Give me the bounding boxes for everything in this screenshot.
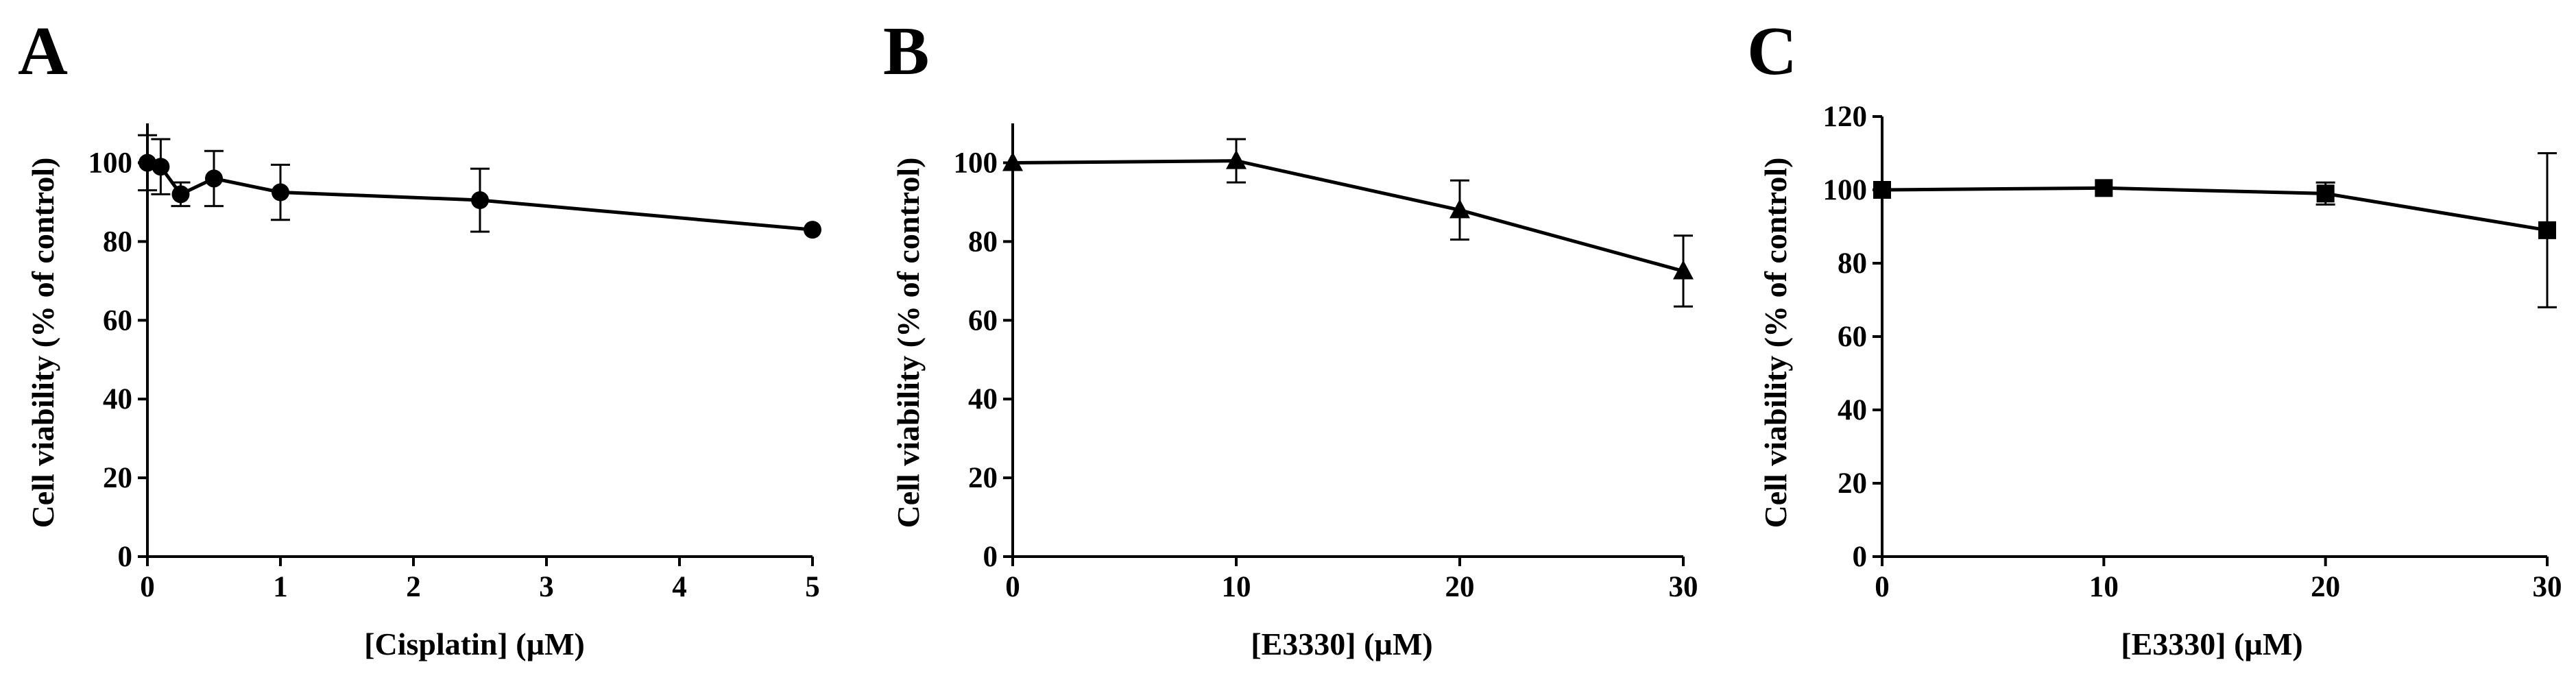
chart-c-point xyxy=(2538,221,2556,239)
chart-c-series-line xyxy=(1881,186,2548,232)
chart-c-y-axis-title: Cell viability (% of control) xyxy=(1758,158,1793,528)
chart-b-x-tick-label: 20 xyxy=(1445,571,1475,603)
chart-b-y-tick-label: 0 xyxy=(983,541,998,573)
chart-c-x-axis-title: [E3330] (µM) xyxy=(2121,627,2302,661)
chart-c-y-tick-label: 20 xyxy=(1838,467,1867,500)
chart-c-x-tick-label: 30 xyxy=(2533,571,2562,603)
chart-a-point xyxy=(804,221,821,239)
chart-a-y-tick-label: 40 xyxy=(103,383,132,415)
chart-b-x-tick-label: 30 xyxy=(1669,571,1698,603)
chart-c-y-tick-label: 40 xyxy=(1838,394,1867,426)
chart-a-x-tick-label: 0 xyxy=(140,571,155,603)
chart-a-y-axis-title: Cell viability (% of control) xyxy=(25,158,60,528)
chart-a-point xyxy=(205,169,223,188)
chart-a-x-tick-label: 1 xyxy=(273,571,288,603)
chart-b-y-axis-title: Cell viability (% of control) xyxy=(891,158,926,528)
chart-a-x-tick-label: 2 xyxy=(406,571,421,603)
chart-b-y-tick-label: 20 xyxy=(968,462,998,494)
chart-b-y-tick-label: 100 xyxy=(954,147,998,179)
panel-c: C 0 20 40 60 80 100 120 0 10 20 30 [E3330] (µM) Ce… xyxy=(1747,12,2562,661)
chart-a-x-tick-label: 3 xyxy=(539,571,554,603)
chart-a-y-tick-label: 20 xyxy=(103,462,132,494)
panel-letter-b: B xyxy=(883,12,929,89)
chart-c-point xyxy=(1873,181,1891,199)
chart-c-point xyxy=(2095,179,2113,197)
chart-a-y-tick-label: 60 xyxy=(103,304,132,337)
chart-b-y-tick-label: 60 xyxy=(968,304,998,337)
chart-a-point xyxy=(471,191,489,210)
chart-a-x-axis-title: [Cisplatin] (µM) xyxy=(364,627,585,661)
chart-a-x-tick-label: 4 xyxy=(672,571,687,603)
chart-b-point xyxy=(1002,151,1023,171)
chart-b-point xyxy=(1226,149,1247,169)
chart-a-point xyxy=(152,158,170,176)
panel-letter-c: C xyxy=(1747,12,1797,89)
panel-b: B 0 20 40 60 80 100 0 10 20 30 [E3330] (µM) Cell … xyxy=(883,12,1698,661)
chart-b-x-axis-title: [E3330] (µM) xyxy=(1251,627,1432,661)
chart-c-x-tick-label: 0 xyxy=(1875,571,1890,603)
chart-a-point xyxy=(272,183,289,202)
chart-a-plot: 0 20 40 60 80 100 0 1 2 3 4 5 xyxy=(88,123,821,603)
chart-a-y-tick-label: 100 xyxy=(88,147,133,179)
chart-c-y-tick-label: 120 xyxy=(1823,101,1868,133)
chart-c-point xyxy=(2316,184,2335,203)
panel-letter-a: A xyxy=(18,12,68,89)
chart-b-plot: 0 20 40 60 80 100 0 10 20 30 xyxy=(954,123,1698,603)
chart-a-x-tick-label: 5 xyxy=(805,571,820,603)
chart-c-x-tick-label: 10 xyxy=(2089,571,2119,603)
chart-c-y-tick-label: 80 xyxy=(1838,247,1867,280)
chart-b-series-line xyxy=(1012,159,1684,273)
panel-a: A 0 20 40 60 80 100 0 1 2 3 4 5 [Cisplatin] (µM) Ce… xyxy=(18,12,821,661)
chart-a-point xyxy=(171,185,190,204)
chart-b-point xyxy=(1673,260,1694,280)
chart-a-y-tick-label: 0 xyxy=(118,541,133,573)
chart-c-y-tick-label: 60 xyxy=(1838,321,1867,353)
chart-b-x-tick-label: 10 xyxy=(1222,571,1251,603)
chart-c-y-tick-label: 0 xyxy=(1853,541,1868,573)
chart-c-y-tick-label: 100 xyxy=(1823,174,1868,206)
chart-b-y-tick-label: 80 xyxy=(968,226,998,258)
chart-b-x-tick-label: 0 xyxy=(1005,571,1020,603)
chart-b-point xyxy=(1449,199,1470,219)
chart-c-plot: 0 20 40 60 80 100 120 0 10 20 30 xyxy=(1823,101,2562,603)
chart-b-y-tick-label: 40 xyxy=(968,383,998,415)
chart-c-x-tick-label: 20 xyxy=(2311,571,2340,603)
chart-a-y-tick-label: 80 xyxy=(103,226,132,258)
